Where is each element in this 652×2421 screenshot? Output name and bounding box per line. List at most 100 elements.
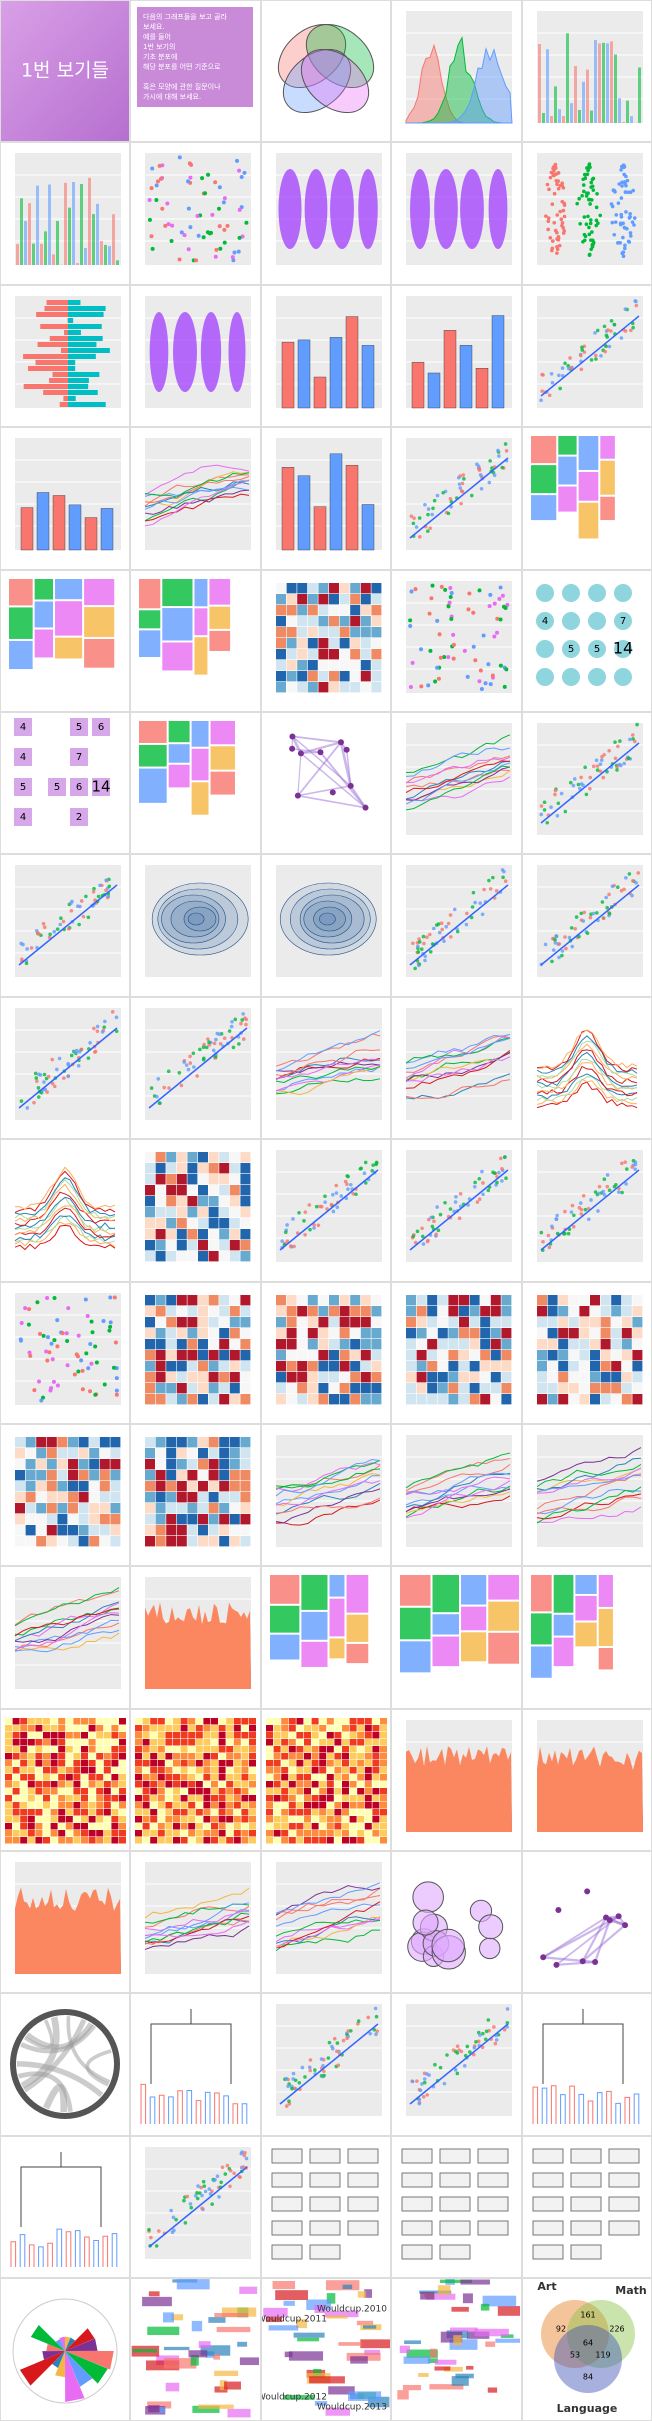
point xyxy=(51,1379,56,1384)
polar-bar xyxy=(59,2337,65,2352)
point xyxy=(606,748,611,753)
heat-cell xyxy=(296,637,307,648)
heat-cell xyxy=(448,1382,459,1393)
heat-cell xyxy=(459,1360,470,1371)
point xyxy=(41,1333,46,1338)
point xyxy=(235,159,240,164)
surface-line xyxy=(14,1207,116,1239)
point xyxy=(290,1217,295,1221)
heat-cell xyxy=(288,1773,296,1781)
point xyxy=(569,926,574,931)
tile xyxy=(139,609,161,628)
heat-cell xyxy=(142,1731,150,1739)
point xyxy=(460,481,465,486)
point xyxy=(35,1299,40,1304)
heat-cell xyxy=(600,1349,611,1360)
heat-cell xyxy=(187,1251,198,1262)
trend xyxy=(540,315,640,397)
point xyxy=(470,905,475,910)
heat-cell xyxy=(58,1738,66,1746)
heat-cell xyxy=(265,1717,273,1725)
heat-cell xyxy=(119,1766,126,1774)
thumbnail-svg xyxy=(275,582,382,692)
tile xyxy=(209,606,231,629)
heat-cell xyxy=(241,1731,249,1739)
tile xyxy=(162,642,193,671)
point xyxy=(359,1166,363,1171)
heat-cell xyxy=(27,1717,35,1725)
bar xyxy=(37,341,68,347)
point xyxy=(579,911,583,916)
point xyxy=(550,202,554,207)
heat-cell xyxy=(25,1458,36,1470)
heat-cell xyxy=(50,1738,58,1746)
heat-cell xyxy=(296,1780,304,1788)
point xyxy=(114,1392,119,1397)
heat-cell xyxy=(427,1393,438,1404)
chord xyxy=(85,2049,112,2088)
heat-cell xyxy=(166,1360,177,1371)
heat-cell xyxy=(158,1836,166,1844)
point xyxy=(69,901,73,906)
heat-cell xyxy=(111,1766,119,1774)
heat-cell xyxy=(96,1794,104,1802)
thumbnail-svg xyxy=(271,2148,379,2260)
point xyxy=(471,891,476,895)
heat-cell xyxy=(135,1773,143,1781)
heat-cell xyxy=(557,1393,568,1404)
heat-cell xyxy=(68,1535,78,1547)
heat-cell xyxy=(307,1305,318,1316)
heat-cell xyxy=(50,1801,58,1809)
heat-cell xyxy=(198,1294,209,1305)
heat-cell xyxy=(364,1808,372,1816)
heat-cell xyxy=(219,1240,230,1251)
heat-cell xyxy=(50,1822,58,1830)
heat-cell xyxy=(177,1458,188,1470)
heat-cell xyxy=(379,1759,387,1767)
heat-cell xyxy=(280,1829,288,1837)
chord-ring xyxy=(10,2009,120,2120)
trend xyxy=(540,884,640,966)
heat-cell xyxy=(177,1360,188,1371)
point xyxy=(32,1100,36,1105)
heat-cell xyxy=(81,1822,88,1830)
point xyxy=(225,224,230,229)
heat-cell xyxy=(218,1794,226,1802)
point xyxy=(149,186,154,191)
heat-cell xyxy=(150,1822,158,1830)
heat-cell xyxy=(341,1801,349,1809)
point xyxy=(189,2201,193,2206)
heat-cell xyxy=(339,1338,350,1349)
point xyxy=(241,2165,246,2169)
point xyxy=(571,1213,576,1218)
heat-cell xyxy=(57,1469,68,1481)
point xyxy=(556,373,561,377)
thumbnail-svg xyxy=(275,2004,382,2117)
heat-cell xyxy=(88,1808,96,1816)
line xyxy=(145,1912,250,1943)
thumbnail-svg xyxy=(15,438,121,551)
thumbnail xyxy=(130,427,261,570)
thumbnail xyxy=(521,1139,652,1282)
word xyxy=(435,2359,457,2365)
heat-cell xyxy=(610,1349,621,1360)
heat-cell xyxy=(234,1724,242,1732)
branch xyxy=(205,2092,211,2125)
branch xyxy=(242,2103,248,2125)
heat-cell xyxy=(119,1794,126,1802)
heat-cell xyxy=(110,1513,121,1525)
point xyxy=(490,466,494,471)
heat-cell xyxy=(501,1294,512,1305)
heat-cell xyxy=(303,1801,311,1809)
surface-line xyxy=(536,1051,637,1087)
thumbnail xyxy=(0,142,131,285)
heat-cell xyxy=(406,1327,417,1338)
heat-cell xyxy=(218,1731,226,1739)
circle xyxy=(613,583,632,602)
thumbnail-svg xyxy=(401,2148,509,2260)
heat-cell xyxy=(81,1752,88,1760)
heat-cell xyxy=(88,1773,96,1781)
line xyxy=(275,1066,380,1095)
heat-cell xyxy=(166,1491,177,1503)
heat-cell xyxy=(600,1305,611,1316)
